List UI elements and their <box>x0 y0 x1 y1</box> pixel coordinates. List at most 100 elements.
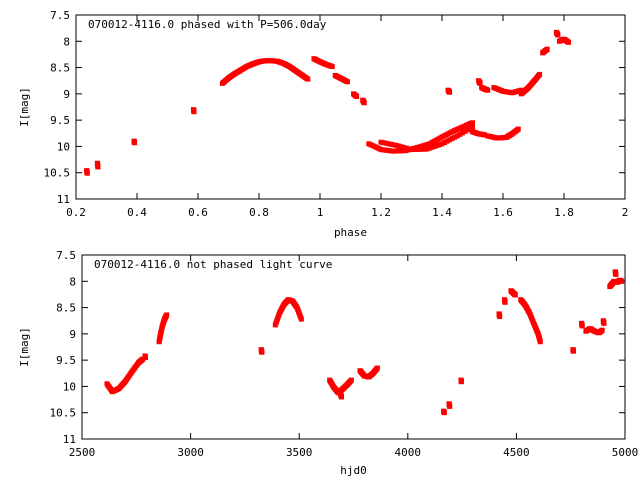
data-point <box>537 71 543 77</box>
data-point <box>447 403 453 409</box>
y-tick-label: 10.5 <box>44 167 71 180</box>
y-tick-label: 9 <box>69 328 76 341</box>
data-point <box>348 377 354 383</box>
y-tick-label: 7.5 <box>56 249 76 262</box>
data-point <box>409 147 414 153</box>
data-point <box>434 143 440 149</box>
data-point <box>354 93 360 99</box>
data-point <box>441 410 447 416</box>
x-tick-label: 0.2 <box>66 206 86 219</box>
x-tick-label: 1.8 <box>554 206 574 219</box>
data-point <box>544 46 550 52</box>
data-points <box>104 269 625 416</box>
chart-title: 070012-4116.0 not phased light curve <box>94 258 332 271</box>
data-point <box>444 138 450 144</box>
data-point <box>164 312 170 318</box>
y-tick-label: 10 <box>63 380 76 393</box>
y-tick-label: 8.5 <box>50 62 70 75</box>
data-point <box>339 394 345 400</box>
data-point <box>447 89 453 95</box>
x-tick-label: 4500 <box>503 446 530 459</box>
data-point <box>512 292 518 298</box>
x-tick-label: 3000 <box>177 446 204 459</box>
data-point <box>386 141 392 147</box>
y-tick-label: 11 <box>57 193 70 206</box>
data-point <box>449 136 455 142</box>
data-point <box>378 139 384 145</box>
data-point <box>416 146 422 152</box>
data-point <box>421 146 427 152</box>
axis-ticks: 2500 3000 3500 4000 4500 5000 7.5 8 8.5 9 9.5 10 10.… <box>50 249 639 459</box>
phased-light-curve-panel: 070012-4116.0 phased with P=506.0day pha… <box>18 9 628 239</box>
data-point <box>259 349 265 355</box>
y-tick-label: 7.5 <box>50 9 70 22</box>
data-point <box>396 143 402 149</box>
data-point <box>452 134 458 140</box>
data-point <box>414 146 420 152</box>
data-point <box>132 140 138 146</box>
data-point <box>361 100 367 106</box>
data-point <box>555 32 561 38</box>
data-point <box>411 146 417 152</box>
data-point <box>436 142 442 148</box>
y-axis-label: I[mag] <box>18 87 31 127</box>
data-point <box>566 39 572 45</box>
data-point <box>571 348 577 354</box>
data-point <box>439 141 445 147</box>
data-point <box>497 314 503 320</box>
x-tick-label: 2 <box>622 206 629 219</box>
data-point <box>457 131 463 137</box>
data-point <box>426 145 432 151</box>
x-tick-label: 3500 <box>286 446 313 459</box>
data-point <box>84 170 90 176</box>
data-point <box>374 365 380 371</box>
x-tick-label: 4000 <box>395 446 422 459</box>
data-point <box>424 146 430 152</box>
x-tick-label: 0.4 <box>127 206 147 219</box>
x-tick-label: 0.8 <box>249 206 269 219</box>
data-point <box>611 278 617 284</box>
data-point <box>305 76 311 82</box>
data-point <box>454 133 460 139</box>
data-point <box>442 139 448 145</box>
x-tick-label: 2500 <box>69 446 96 459</box>
data-point <box>470 124 475 130</box>
data-point <box>429 144 435 150</box>
y-tick-label: 8 <box>63 35 70 48</box>
data-points <box>84 29 572 176</box>
data-point <box>383 140 389 146</box>
y-tick-label: 9 <box>63 88 70 101</box>
data-point <box>601 320 607 326</box>
data-point <box>502 299 508 305</box>
data-point <box>579 323 585 329</box>
data-point <box>398 144 404 150</box>
data-point <box>462 128 468 134</box>
data-point <box>467 125 473 131</box>
data-point <box>515 126 521 132</box>
data-point <box>419 146 425 152</box>
x-tick-label: 5000 <box>612 446 639 459</box>
y-tick-label: 9.5 <box>50 114 70 127</box>
data-point <box>401 144 407 150</box>
data-point <box>329 64 335 70</box>
y-tick-label: 8 <box>69 275 76 288</box>
data-point <box>381 140 387 146</box>
y-tick-label: 10 <box>57 140 70 153</box>
data-point <box>470 120 475 126</box>
plot-frame <box>81 254 626 440</box>
y-axis-label: I[mag] <box>18 327 31 367</box>
unphased-light-curve-panel: 070012-4116.0 not phased light curve hjd… <box>18 249 638 477</box>
x-tick-label: 1.2 <box>371 206 391 219</box>
data-point <box>477 80 483 86</box>
data-point <box>537 339 543 345</box>
data-point <box>459 130 465 136</box>
data-point <box>406 146 412 152</box>
y-tick-label: 10.5 <box>50 407 77 420</box>
data-point <box>482 132 488 138</box>
data-point <box>403 145 409 151</box>
chart-title: 070012-4116.0 phased with P=506.0day <box>88 18 327 31</box>
data-point <box>191 109 197 115</box>
data-point <box>458 379 464 385</box>
data-point <box>393 142 399 148</box>
